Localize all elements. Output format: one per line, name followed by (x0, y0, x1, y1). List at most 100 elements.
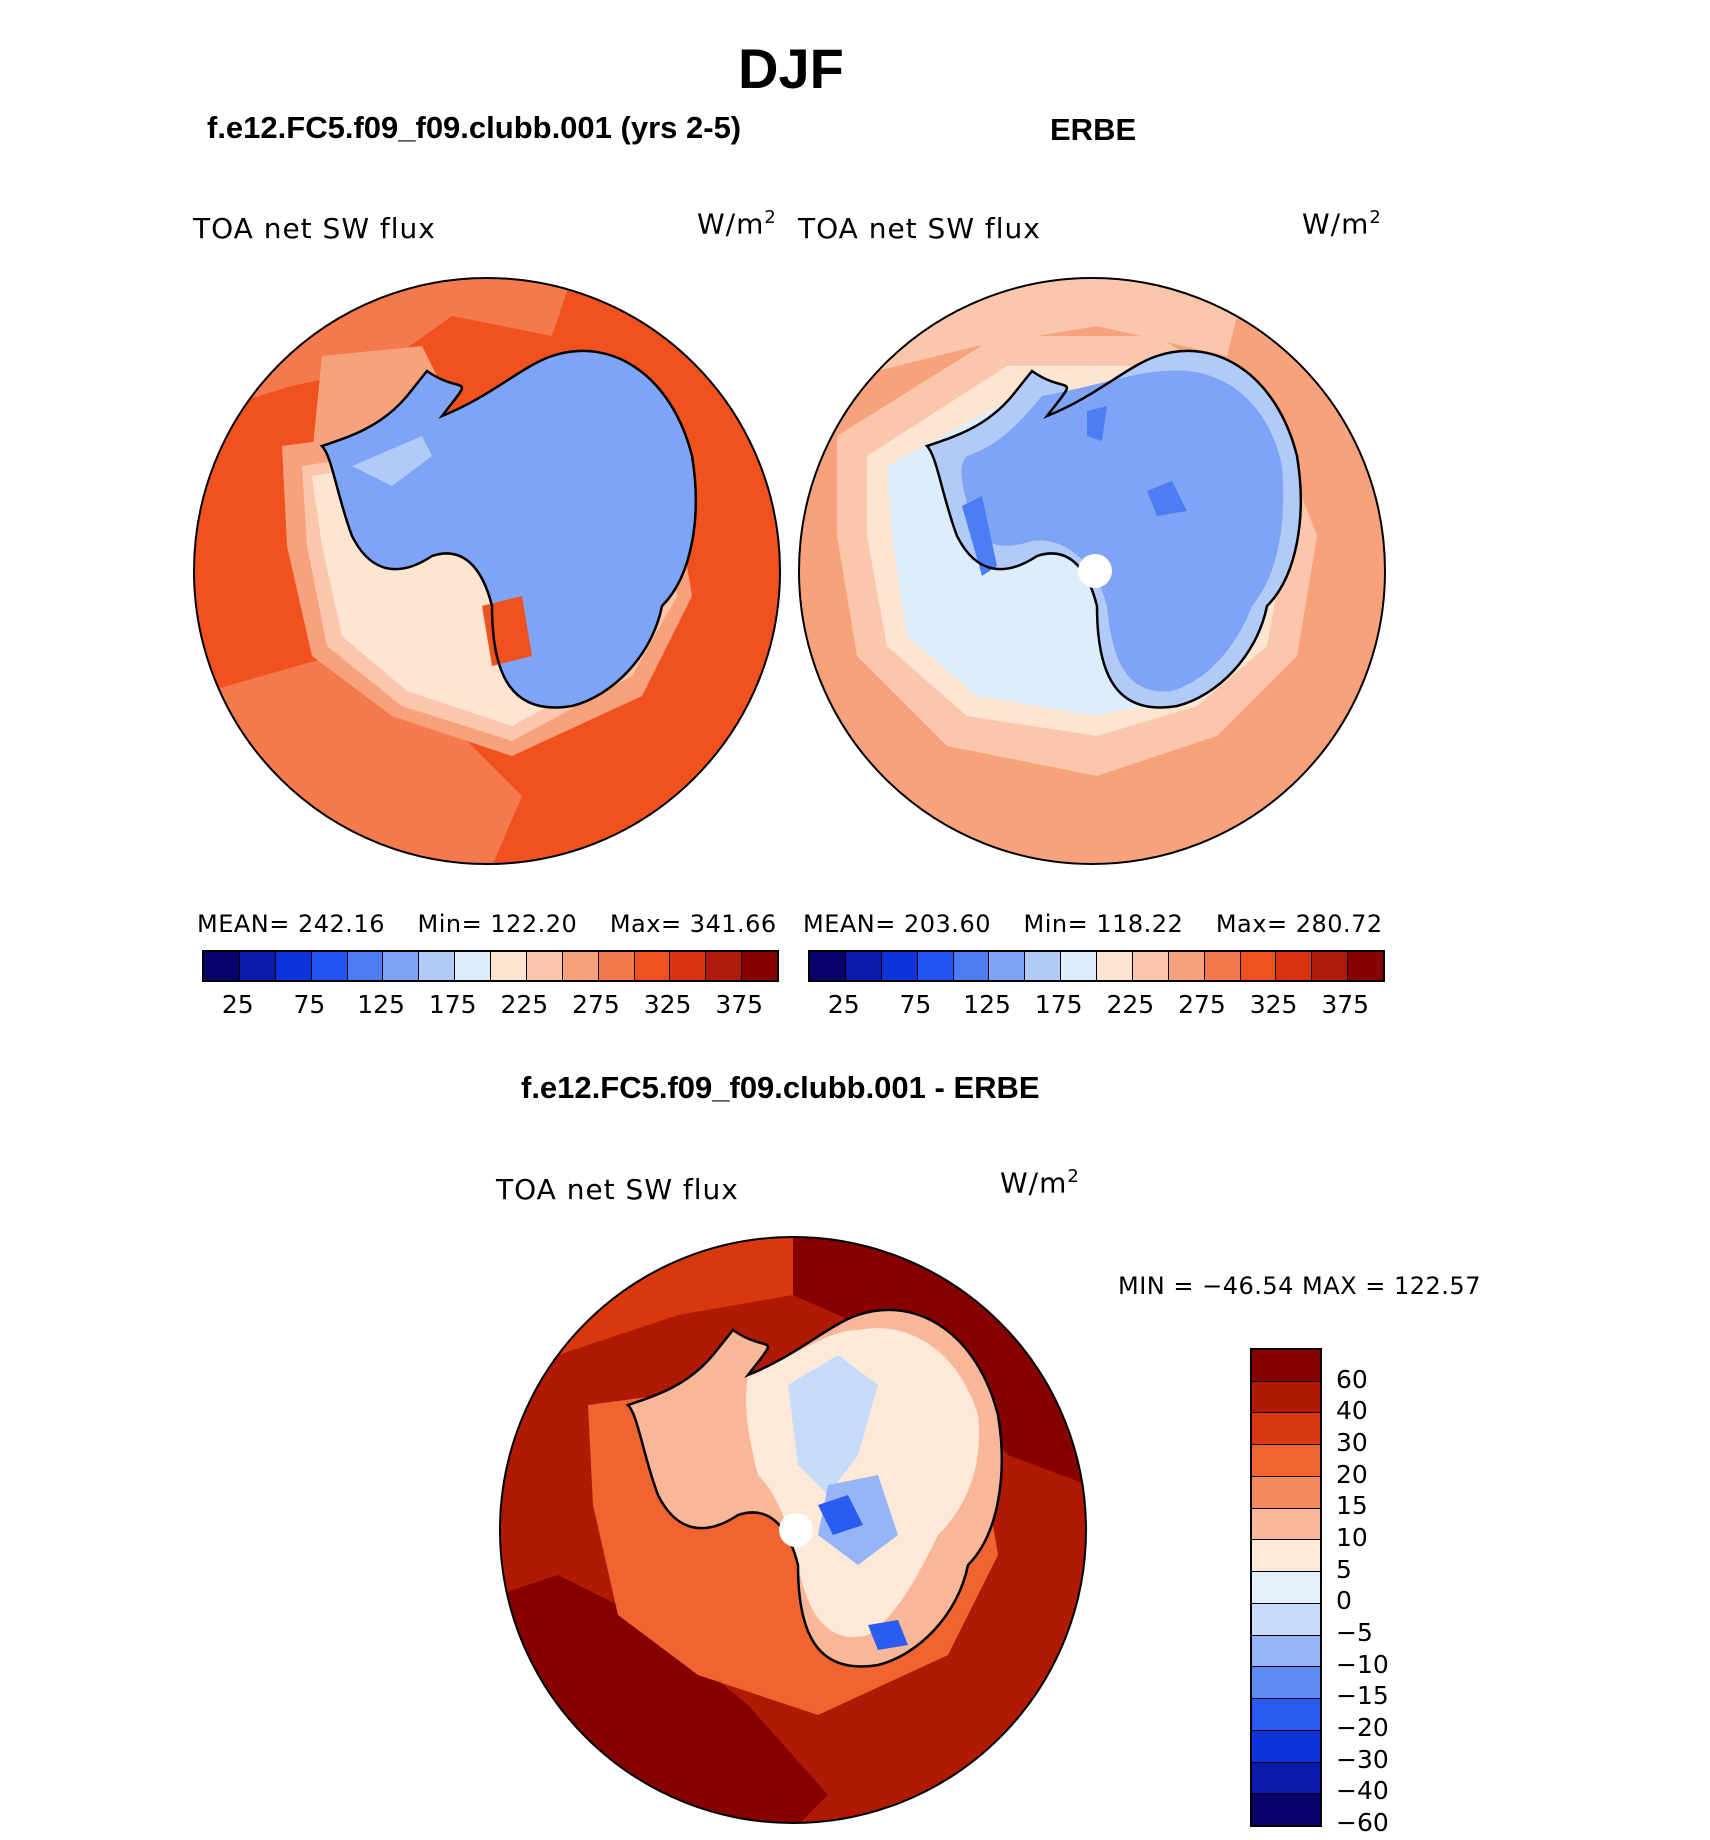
map-border (499, 1236, 1087, 1824)
colorbar-tick-label: 30 (1336, 1428, 1368, 1457)
right-colorbar (808, 950, 1385, 982)
colorbar-swatch (1252, 1572, 1320, 1604)
colorbar-swatch (491, 952, 527, 980)
map-fill-antarctica (961, 370, 1284, 692)
colorbar-swatch (1240, 952, 1277, 980)
colorbar-tick-label: 375 (715, 990, 764, 1019)
colorbar-swatch (953, 952, 990, 980)
colorbar-tick-label: 175 (428, 990, 477, 1019)
colorbar-swatch (1025, 952, 1062, 980)
colorbar-tick-label: 125 (963, 990, 1011, 1019)
diff-panel-title: f.e12.FC5.f09_f09.clubb.001 - ERBE (521, 1070, 1040, 1105)
left-units-label: W/m2 (697, 207, 777, 241)
map-fill-neg-3 (818, 1495, 863, 1535)
colorbar-tick-label: −15 (1336, 1681, 1389, 1711)
colorbar-tick-label: −10 (1336, 1649, 1389, 1679)
colorbar-swatch (1348, 952, 1383, 980)
map-border (193, 277, 781, 865)
colorbar-swatch (634, 952, 671, 980)
right-units-label: W/m2 (1302, 207, 1382, 241)
colorbar-tick-label: 10 (1336, 1523, 1368, 1552)
colorbar-tick-label: 375 (1321, 990, 1370, 1019)
colorbar-tick-label: 25 (827, 990, 860, 1019)
page-title: DJF (738, 37, 844, 100)
colorbar-swatch (455, 952, 491, 980)
map-fill-low-2 (1147, 481, 1187, 516)
colorbar-tick-label: 275 (1178, 990, 1226, 1019)
colorbar-tick-label: 325 (643, 990, 692, 1019)
map-coastline (625, 1308, 1003, 1668)
right-stats: MEAN= 203.60 Min= 118.22 Max= 280.72 (803, 910, 1383, 938)
diff-variable-label: TOA net SW flux (496, 1173, 739, 1206)
colorbar-tick-label: 20 (1336, 1459, 1368, 1489)
colorbar-swatch (1252, 1635, 1320, 1668)
colorbar-swatch (917, 952, 954, 980)
colorbar-swatch (1252, 1540, 1320, 1573)
colorbar-tick-label: 75 (293, 990, 326, 1019)
colorbar-swatch (1252, 1794, 1320, 1826)
colorbar-tick-label: 60 (1336, 1364, 1368, 1394)
colorbar-swatch (383, 952, 420, 980)
colorbar-tick-label: 15 (1336, 1491, 1368, 1521)
colorbar-swatch (845, 952, 882, 980)
map-coastline (319, 349, 697, 709)
colorbar-swatch (1252, 1603, 1320, 1636)
colorbar-tick-label: −30 (1336, 1744, 1389, 1774)
colorbar-swatch (881, 952, 918, 980)
colorbar-swatch (598, 952, 635, 980)
colorbar-swatch (1252, 1730, 1320, 1763)
map-fill-low-1 (962, 496, 997, 576)
colorbar-swatch (706, 952, 743, 980)
colorbar-tick-label: −40 (1336, 1776, 1389, 1806)
left-stats: MEAN= 242.16 Min= 122.20 Max= 341.66 (197, 910, 777, 938)
colorbar-swatch (419, 952, 456, 980)
colorbar-tick-label: −60 (1336, 1808, 1389, 1837)
map-border (798, 277, 1386, 865)
colorbar-swatch (810, 952, 846, 980)
colorbar-swatch (1168, 952, 1205, 980)
colorbar-tick-label: 0 (1336, 1586, 1352, 1616)
colorbar-swatch (1204, 952, 1241, 980)
colorbar-tick-label: 325 (1249, 990, 1298, 1019)
colorbar-swatch (311, 952, 348, 980)
colorbar-tick-label: −20 (1336, 1713, 1389, 1742)
colorbar-swatch (1252, 1445, 1320, 1477)
colorbar-tick-label: 25 (221, 990, 254, 1019)
difference-polar-map (499, 1236, 1087, 1824)
map-fill-ice-shelf (352, 436, 432, 486)
colorbar-tick-label: 225 (500, 990, 549, 1019)
colorbar-swatch (562, 952, 599, 980)
colorbar-tick-label: 75 (899, 990, 932, 1019)
colorbar-swatch (1132, 952, 1169, 980)
right-variable-label: TOA net SW flux (798, 212, 1041, 245)
left-panel-title: f.e12.FC5.f09_f09.clubb.001 (yrs 2-5) (207, 110, 742, 145)
map-missing-pole (779, 1513, 813, 1547)
colorbar-tick-label: 175 (1034, 990, 1083, 1019)
left-variable-label: TOA net SW flux (193, 212, 436, 245)
colorbar-tick-label: 40 (1336, 1396, 1368, 1426)
colorbar-tick-label: −5 (1336, 1618, 1373, 1647)
map-coastline (924, 349, 1302, 709)
colorbar-swatch (1252, 1350, 1320, 1382)
colorbar-swatch (204, 952, 240, 980)
colorbar-swatch (1252, 1508, 1320, 1541)
colorbar-swatch (239, 952, 276, 980)
colorbar-tick-label: 125 (357, 990, 405, 1019)
colorbar-swatch (1276, 952, 1313, 980)
map-fill-neg-4 (868, 1620, 908, 1650)
map-fill-neg-1 (788, 1355, 878, 1495)
colorbar-swatch (526, 952, 563, 980)
colorbar-tick-label: 5 (1336, 1554, 1352, 1584)
diff-minmax: MIN = −46.54 MAX = 122.57 (1118, 1272, 1481, 1300)
colorbar-swatch (670, 952, 707, 980)
colorbar-swatch (1252, 1667, 1320, 1700)
colorbar-swatch (275, 952, 312, 980)
colorbar-swatch (1061, 952, 1097, 980)
map-fill-low-3 (1087, 406, 1107, 441)
colorbar-swatch (1252, 1699, 1320, 1731)
colorbar-swatch (989, 952, 1026, 980)
colorbar-swatch (1312, 952, 1349, 980)
right-panel-title: ERBE (1050, 112, 1137, 147)
colorbar-swatch (347, 952, 384, 980)
obs-polar-map (798, 277, 1386, 865)
